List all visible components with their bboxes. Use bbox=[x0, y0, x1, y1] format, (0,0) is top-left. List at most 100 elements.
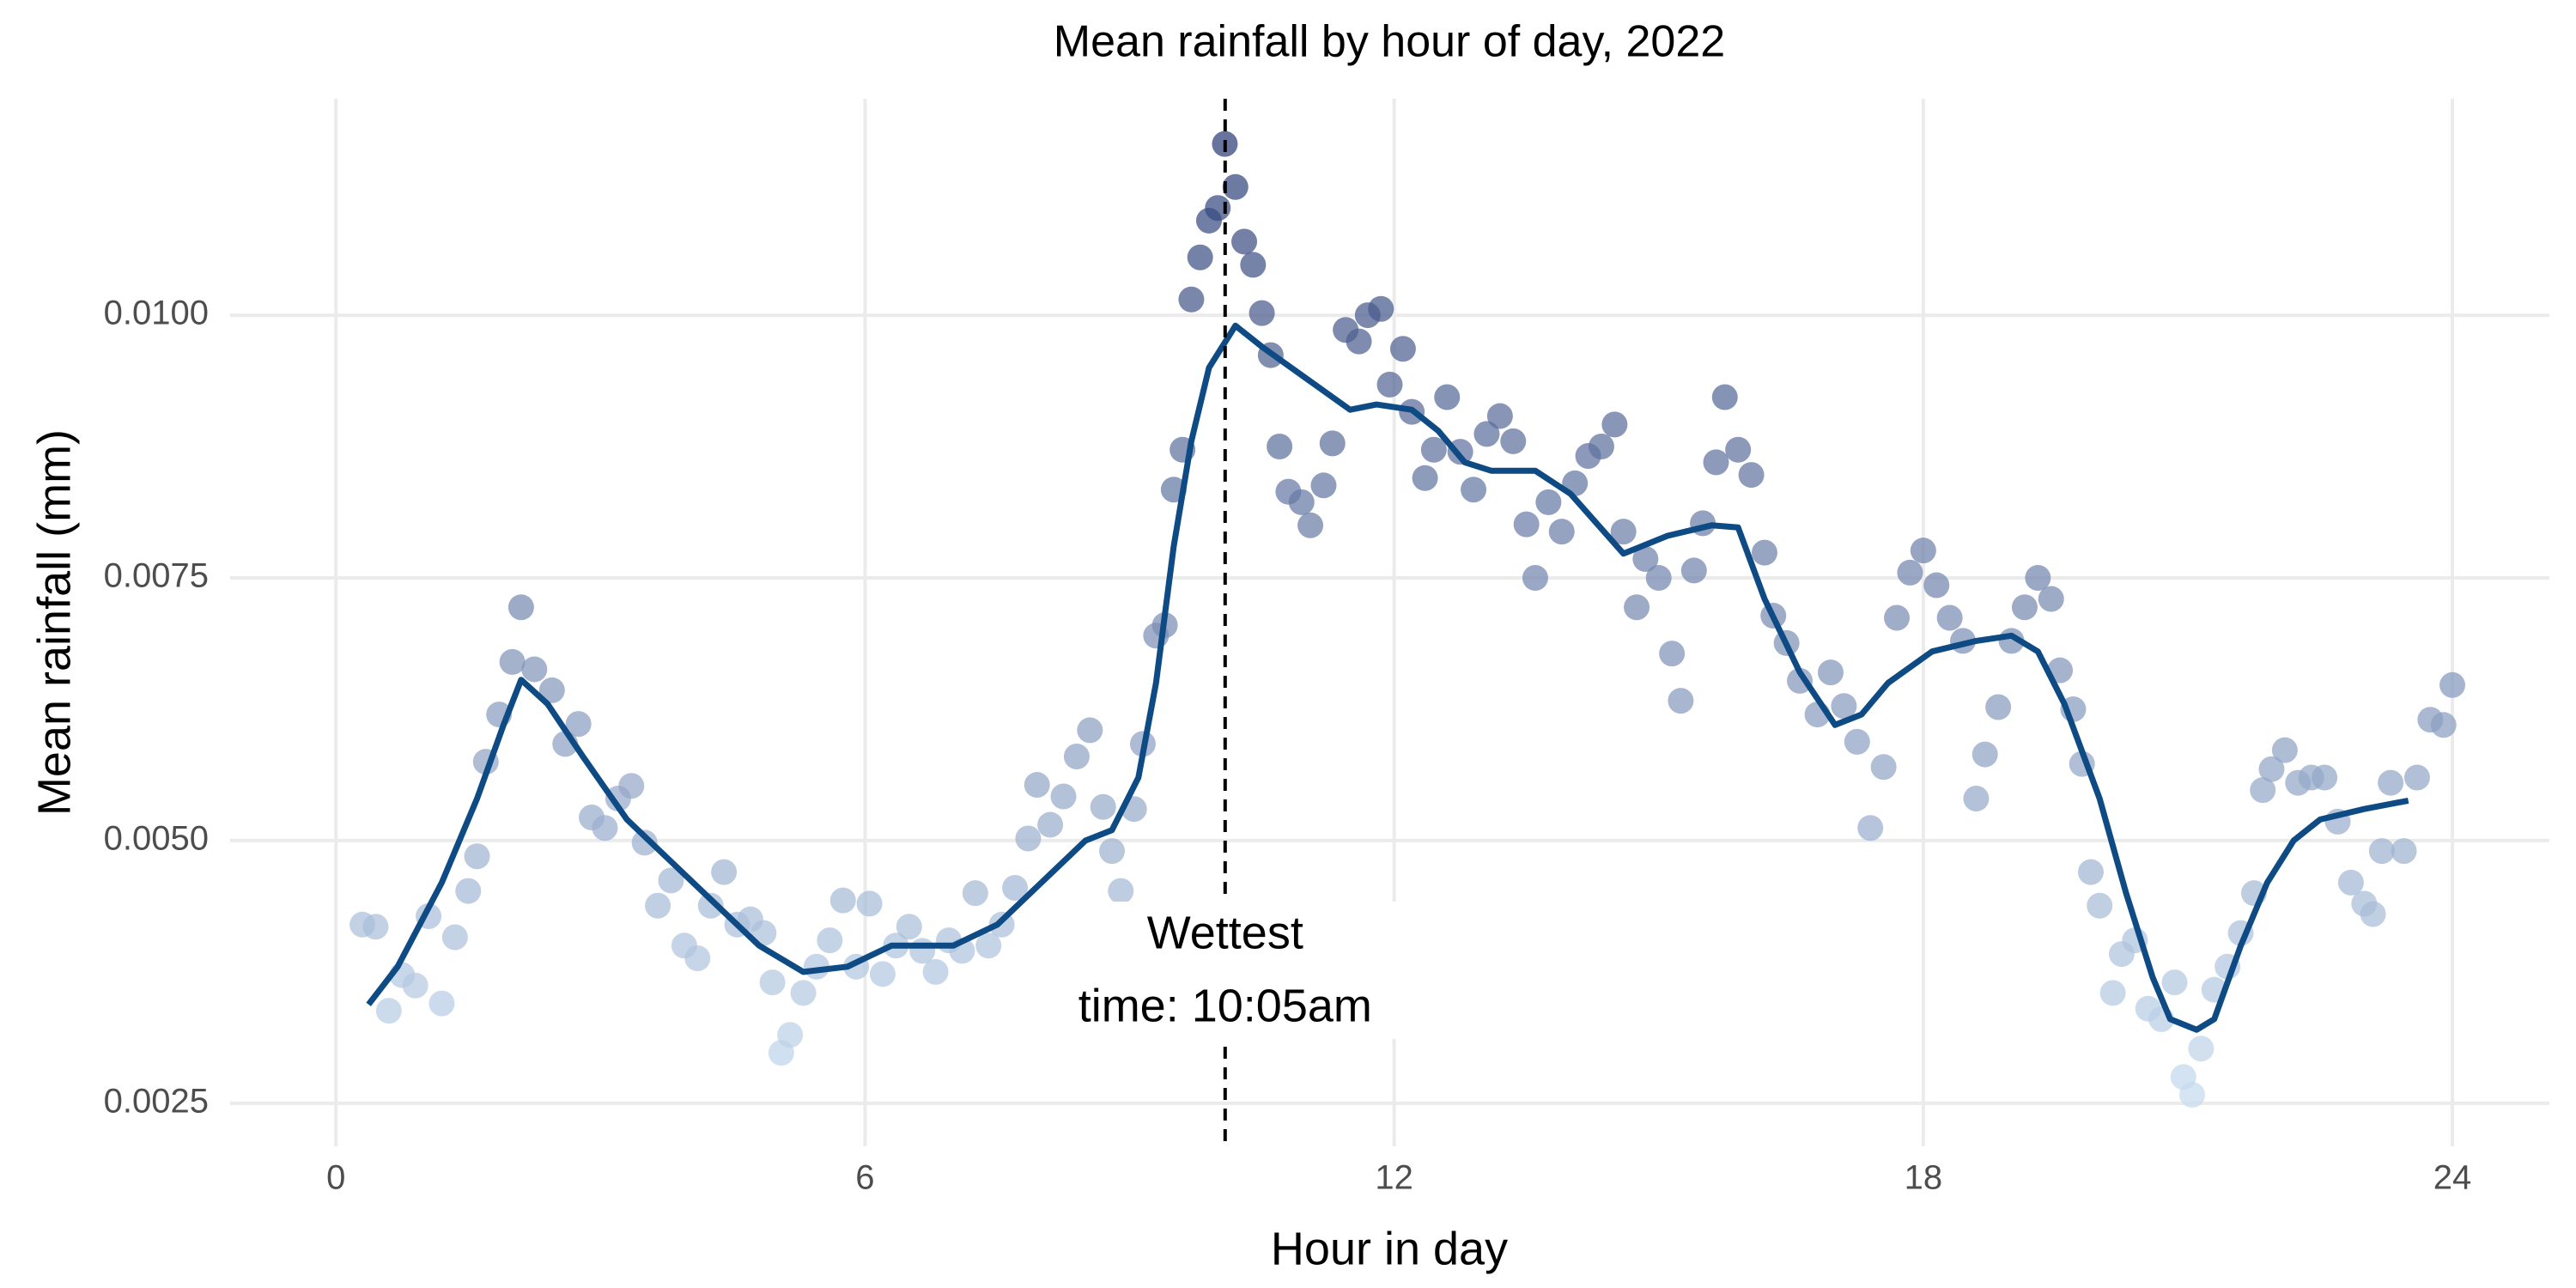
point bbox=[1376, 371, 1403, 398]
point bbox=[697, 892, 724, 919]
point bbox=[1668, 688, 1694, 714]
point bbox=[1108, 878, 1134, 904]
point bbox=[1050, 783, 1077, 810]
point bbox=[1205, 195, 1231, 222]
point bbox=[1346, 328, 1372, 355]
annotation-text: time: 10:05am bbox=[1078, 980, 1372, 1031]
point bbox=[1711, 384, 1738, 410]
chart-title: Mean rainfall by hour of day, 2022 bbox=[1054, 17, 1725, 67]
point bbox=[2250, 777, 2276, 804]
annotation-text: Wettest bbox=[1147, 907, 1303, 958]
point bbox=[896, 914, 922, 940]
point bbox=[1897, 559, 1923, 586]
y-tick-label: 0.0025 bbox=[104, 1082, 209, 1120]
point bbox=[1267, 434, 1293, 460]
point bbox=[592, 815, 618, 841]
point bbox=[2188, 1036, 2215, 1062]
x-tick-label: 6 bbox=[855, 1159, 874, 1197]
point bbox=[2337, 869, 2364, 896]
point bbox=[2378, 769, 2404, 796]
point bbox=[1473, 421, 1500, 447]
point bbox=[1522, 564, 1548, 591]
point bbox=[1063, 744, 1090, 770]
x-tick-label: 0 bbox=[326, 1159, 345, 1197]
point bbox=[362, 914, 389, 940]
point bbox=[1751, 539, 1777, 566]
point bbox=[428, 990, 455, 1017]
point bbox=[2011, 594, 2038, 621]
point bbox=[1077, 717, 1103, 744]
y-tick-label: 0.0050 bbox=[104, 819, 209, 857]
point bbox=[1024, 772, 1050, 799]
y-tick-label: 0.0100 bbox=[104, 295, 209, 332]
point bbox=[2025, 564, 2051, 591]
point bbox=[1288, 489, 1315, 515]
point bbox=[1923, 572, 1950, 598]
point bbox=[2430, 712, 2457, 738]
point bbox=[402, 972, 428, 999]
points bbox=[349, 131, 2466, 1109]
point bbox=[1963, 785, 1990, 811]
point bbox=[1831, 693, 1857, 720]
x-axis-title: Hour in day bbox=[1271, 1223, 1508, 1274]
point bbox=[1319, 430, 1346, 457]
point bbox=[1680, 557, 1707, 584]
point bbox=[1535, 489, 1562, 515]
point bbox=[1844, 728, 1870, 755]
point bbox=[2391, 838, 2417, 865]
point bbox=[1420, 436, 1447, 463]
point bbox=[1310, 472, 1337, 499]
point bbox=[565, 711, 592, 738]
point bbox=[1548, 519, 1575, 545]
point bbox=[1624, 594, 1650, 621]
point bbox=[711, 859, 738, 885]
point bbox=[750, 920, 777, 946]
point bbox=[1090, 793, 1116, 820]
point bbox=[684, 945, 711, 971]
point bbox=[507, 594, 534, 621]
point bbox=[2360, 901, 2386, 927]
point bbox=[1002, 874, 1029, 901]
point bbox=[2099, 980, 2126, 1006]
x-tick-label: 24 bbox=[2433, 1159, 2472, 1197]
point bbox=[1187, 244, 1213, 270]
y-tick-label: 0.0075 bbox=[104, 557, 209, 595]
point bbox=[922, 958, 949, 985]
point bbox=[1738, 462, 1765, 489]
point bbox=[1231, 228, 1258, 255]
point bbox=[1486, 403, 1513, 429]
point bbox=[2271, 737, 2298, 763]
point bbox=[658, 867, 684, 894]
point bbox=[1434, 384, 1461, 410]
point bbox=[1601, 411, 1628, 438]
point bbox=[962, 880, 988, 907]
point bbox=[2368, 838, 2395, 865]
smooth-line bbox=[366, 322, 2409, 1033]
point bbox=[2258, 756, 2285, 782]
point bbox=[1910, 538, 1936, 564]
point bbox=[631, 829, 658, 856]
point bbox=[1240, 252, 1267, 278]
point bbox=[1659, 641, 1686, 667]
point bbox=[1249, 300, 1275, 326]
point bbox=[869, 961, 896, 987]
point bbox=[1703, 449, 1729, 476]
point bbox=[777, 1022, 804, 1048]
point bbox=[499, 648, 526, 675]
point bbox=[759, 969, 786, 996]
point bbox=[1936, 605, 1963, 631]
point bbox=[1098, 838, 1125, 865]
point bbox=[1971, 741, 1998, 768]
point bbox=[538, 677, 565, 703]
point bbox=[1412, 465, 1438, 491]
point bbox=[1037, 811, 1064, 838]
point bbox=[1985, 694, 2012, 720]
point bbox=[2087, 892, 2113, 919]
point bbox=[790, 980, 817, 1006]
x-tick-label: 18 bbox=[1905, 1159, 1943, 1197]
point bbox=[1610, 519, 1637, 545]
point bbox=[2179, 1082, 2206, 1109]
point bbox=[1500, 428, 1527, 454]
point bbox=[2038, 586, 2064, 612]
